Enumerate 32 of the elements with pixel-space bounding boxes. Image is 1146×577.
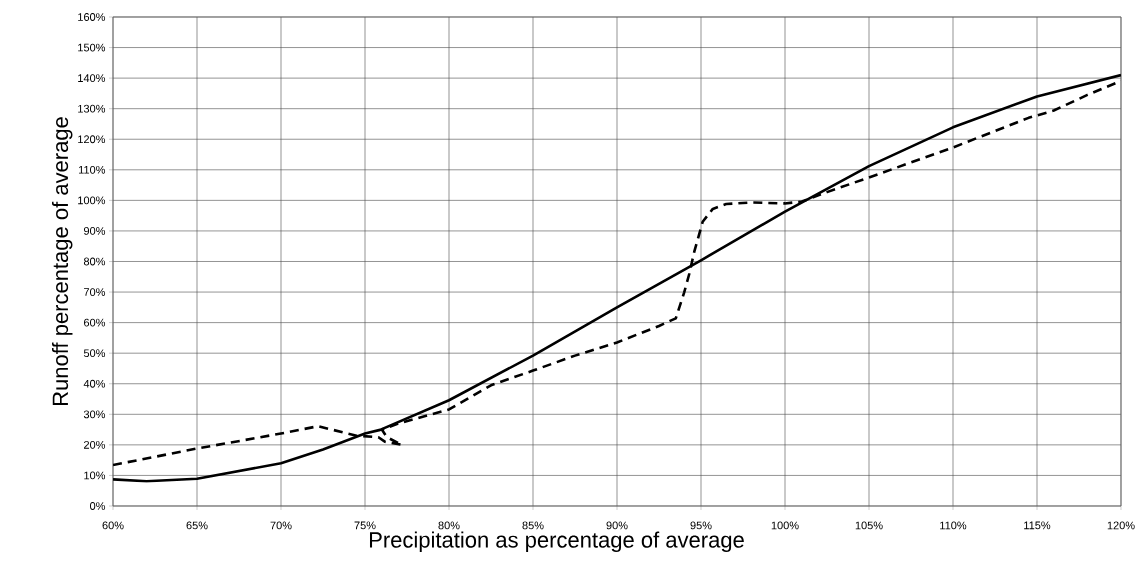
x-tick-label: 75% [354, 521, 376, 530]
y-tick-label: 150% [78, 43, 106, 52]
y-tick-label: 60% [84, 318, 106, 327]
x-tick-label: 120% [1107, 521, 1135, 530]
y-tick-label: 50% [83, 349, 106, 358]
x-tick-label: 80% [438, 521, 460, 530]
x-tick-label: 90% [606, 521, 628, 530]
x-tick-label: 60% [102, 521, 124, 530]
x-tick-label: 65% [186, 521, 208, 530]
x-tick-label: 85% [522, 521, 544, 530]
y-tick-label: 70% [84, 288, 106, 296]
y-tick-label: 140% [78, 74, 106, 83]
x-tick-label: 105% [855, 521, 883, 530]
y-tick-label: 10% [84, 471, 106, 480]
y-tick-label: 0% [90, 502, 106, 510]
x-axis-title: Precipitation as percentage of average [369, 531, 744, 553]
y-tick-label: 120% [78, 135, 106, 144]
y-tick-label: 110% [78, 165, 106, 174]
y-tick-label: 30% [83, 410, 106, 419]
x-tick-label: 110% [940, 521, 967, 530]
x-tick-label: 100% [771, 521, 799, 530]
x-tick-label: 115% [1024, 521, 1051, 530]
y-tick-label: 100% [78, 196, 106, 205]
y-tick-label: 90% [83, 227, 106, 235]
y-tick-label: 40% [83, 379, 106, 388]
y-tick-label: 130% [78, 104, 106, 113]
y-tick-label: 160% [78, 13, 106, 21]
y-tick-label: 20% [84, 440, 106, 449]
x-tick-label: 70% [270, 521, 292, 530]
x-tick-label: 95% [690, 521, 712, 530]
y-axis-title: Runoff percentage of average [51, 117, 73, 406]
y-tick-label: 80% [83, 257, 106, 266]
